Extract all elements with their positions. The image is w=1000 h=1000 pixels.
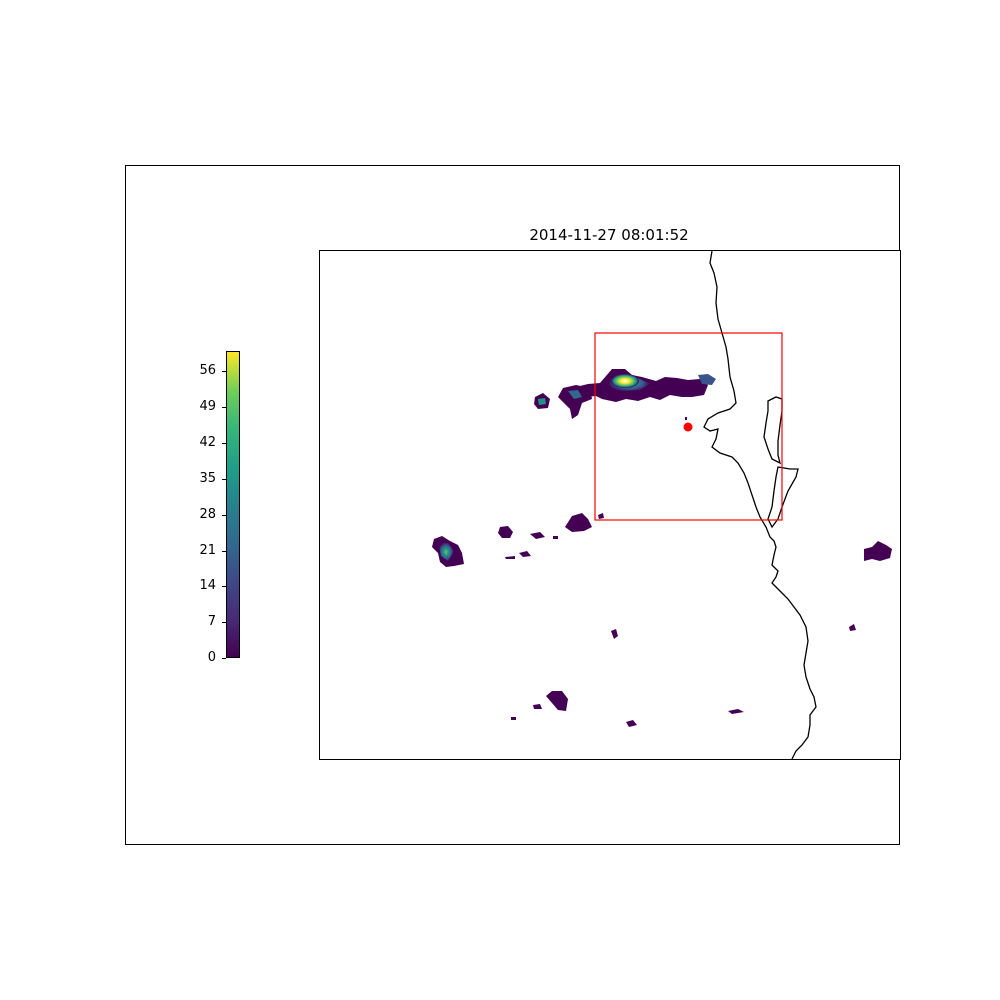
- echo-cell: [864, 541, 892, 561]
- echo-cell: [626, 720, 637, 727]
- echo-cell: [498, 526, 513, 538]
- echo-cell: [698, 374, 716, 385]
- echo-cell: [530, 532, 545, 539]
- colorbar-tick: [222, 551, 226, 552]
- colorbar-tick-label: 14: [199, 578, 216, 593]
- radar-site-marker: [683, 422, 693, 432]
- island-coast: [763, 396, 783, 465]
- colorbar-tick: [222, 658, 226, 659]
- colorbar-tick: [222, 479, 226, 480]
- echo-cell: [533, 704, 542, 709]
- echo-cell: [438, 541, 454, 561]
- colorbar-tick-label: 49: [199, 399, 216, 414]
- echo-cell: [611, 629, 618, 639]
- colorbar-tick-label: 7: [207, 614, 216, 629]
- echo-cell: [565, 513, 592, 532]
- echo-cell: [511, 717, 516, 720]
- echo-cell: [546, 691, 568, 711]
- echo-cell: [598, 513, 604, 519]
- analysis-box: [594, 332, 783, 521]
- colorbar-gradient: [227, 352, 239, 657]
- colorbar-tick: [222, 443, 226, 444]
- echo-layer: [432, 369, 892, 727]
- map-title: 2014-11-27 08:01:52: [529, 226, 689, 244]
- map-axes[interactable]: [319, 250, 901, 760]
- colorbar-tick: [222, 586, 226, 587]
- coastline: [703, 251, 817, 759]
- colorbar-tick: [222, 371, 226, 372]
- sandbank-coast: [767, 466, 799, 529]
- echo-cell: [558, 385, 592, 419]
- echo-core: [611, 374, 639, 388]
- colorbar-tick-label: 56: [199, 363, 216, 378]
- colorbar-tick-label: 42: [199, 435, 216, 450]
- echo-cell: [553, 536, 558, 539]
- map-canvas: [432, 251, 892, 759]
- echo-cell: [728, 709, 744, 714]
- echo-cell: [505, 556, 515, 559]
- colorbar-tick: [222, 515, 226, 516]
- echo-cell: [849, 624, 856, 631]
- echo-cell: [568, 390, 582, 399]
- colorbar: [226, 351, 240, 658]
- mainland-coast: [703, 251, 817, 759]
- echo-cell: [519, 551, 531, 557]
- colorbar-tick-label: 35: [199, 471, 216, 486]
- colorbar-tick: [222, 622, 226, 623]
- colorbar-tick-label: 21: [199, 543, 216, 558]
- echo-cell: [538, 398, 546, 405]
- colorbar-tick: [222, 407, 226, 408]
- colorbar-tick-label: 0: [207, 650, 216, 665]
- colorbar-tick-label: 28: [199, 507, 216, 522]
- radar-site-tick: [685, 417, 687, 420]
